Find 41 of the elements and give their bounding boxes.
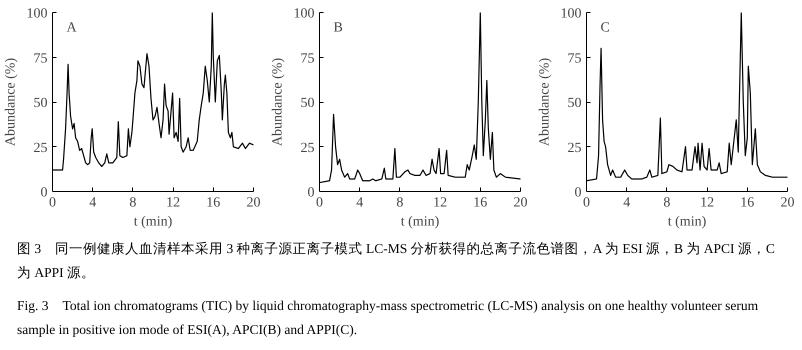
x-tick-label: 4	[623, 196, 630, 210]
x-tick-label: 12	[433, 196, 448, 210]
x-tick-label: 20	[514, 196, 528, 210]
y-tick-label: 75	[568, 51, 582, 66]
y-tick-label: 75	[300, 51, 314, 66]
y-tick-label: 50	[300, 96, 314, 111]
y-tick-label: 50	[34, 96, 48, 111]
x-tick-label: 8	[396, 196, 404, 210]
y-tick-label: 100	[560, 6, 582, 22]
y-tick-label: 0	[308, 186, 314, 200]
caption: Fig. 3 Total ion chromatograms (TIC) by liquid chromatography-mass spectrometric (LC-MS) analysis on one healthy volunteer serum sample in positive ion mode of ESI(A), APCI(B) and APPI(C).	[17, 297, 760, 339]
y-axis-title: Abundance (%)	[270, 58, 286, 146]
y-tick-label: 0	[40, 186, 48, 200]
x-tick-label: 20	[780, 196, 794, 210]
x-tick-label: 12	[166, 196, 180, 210]
text: A	[66, 20, 78, 36]
text: B	[334, 20, 343, 36]
y-tick-label: 100	[294, 6, 314, 22]
y-tick-label: 50	[568, 96, 582, 111]
y-axis-title: Abundance (%)	[4, 58, 18, 146]
caption: 图 3 同一例健康人血清样本采用 3 种离子源正离子模式 LC-MS 分析获得的总离子流色谱图，A 为 ESI 源，B 为 APCI 源，C 为 APPI 源。	[17, 240, 775, 282]
x-tick-label: 20	[246, 196, 260, 210]
y-tick-label: 25	[300, 140, 314, 156]
x-tick-label: 12	[700, 196, 714, 210]
text: C	[600, 20, 610, 36]
y-tick-label: 25	[568, 140, 582, 156]
x-tick-label: 16	[206, 196, 220, 210]
x-axis-title: t (min)	[668, 214, 707, 230]
x-axis-title: t (min)	[400, 214, 440, 230]
x-tick-label: 16	[473, 196, 488, 210]
y-tick-label: 25	[34, 140, 48, 156]
x-tick-label: 8	[129, 196, 136, 210]
y-tick-label: 100	[26, 6, 48, 22]
x-tick-label: 4	[356, 196, 364, 210]
x-tick-label: 8	[663, 196, 670, 210]
x-axis-title: t (min)	[134, 214, 173, 230]
y-axis-title: Abundance (%)	[538, 58, 552, 146]
x-tick-label: 4	[89, 196, 96, 210]
y-tick-label: 0	[574, 186, 582, 200]
y-tick-label: 75	[34, 51, 48, 66]
x-tick-label: 16	[740, 196, 754, 210]
